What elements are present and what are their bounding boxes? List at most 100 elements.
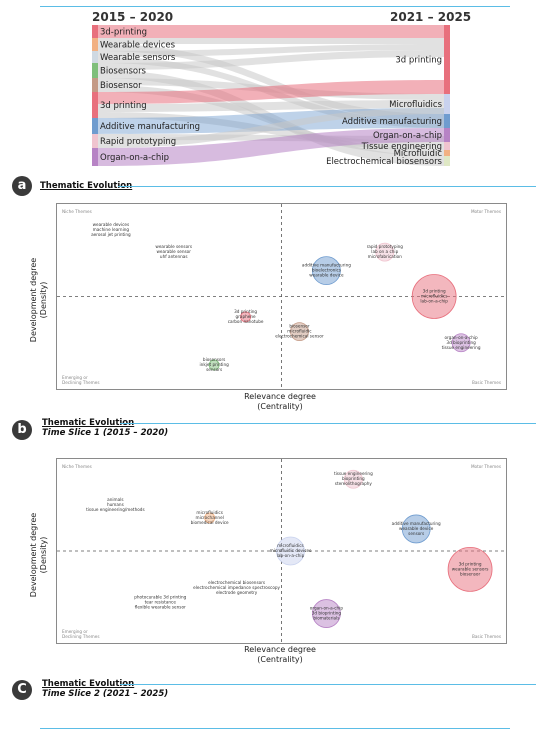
cluster-bubble — [276, 536, 305, 566]
cluster-label: sensors — [206, 367, 222, 372]
quadrant-emerging-line2: Declining Themes — [62, 380, 100, 385]
cluster-bubble — [290, 322, 309, 342]
x-axis-title-1: Relevance degree (Centrality) — [210, 392, 350, 412]
cluster-label: tear resistance — [145, 600, 177, 605]
cluster-label: 3d bioprinting — [312, 611, 342, 616]
cluster-label: flexible wearable sensor — [135, 605, 186, 610]
cluster-label: tissue engineering — [442, 345, 481, 350]
sankey-left-node — [92, 78, 98, 92]
panel-label-c: C — [12, 680, 32, 700]
quadrant-niche: Niche Themes — [62, 209, 92, 214]
bottom-divider — [40, 728, 510, 729]
cluster-label: 3d printing — [234, 309, 257, 314]
cluster-label: lab on a chip — [371, 249, 398, 254]
cluster-label: microchannel — [196, 515, 224, 520]
caption-b-title: Thematic Evolution — [42, 418, 135, 428]
sankey-right-node — [444, 25, 450, 94]
sankey-flow — [98, 50, 444, 70]
cluster-label: lab-on-a-chip — [277, 553, 305, 558]
caption-a: Thematic Evolution — [40, 181, 132, 191]
cluster-label: electrochemical sensor — [275, 334, 324, 339]
divider-b — [120, 423, 536, 424]
panel-label-b: b — [12, 420, 32, 440]
cluster-bubble — [311, 256, 341, 285]
quadrant-emerging-2: Emerging or Declining Themes — [62, 629, 100, 639]
cluster-label: wearable device — [399, 526, 434, 531]
cluster-label: photocurable 3d printing — [134, 595, 186, 600]
caption-b-subtitle: Time Slice 1 (2015 – 2020) — [42, 428, 169, 438]
divider-c — [120, 684, 536, 685]
cluster-label: biomedical device — [191, 520, 229, 525]
y-axis-title-1-line2: (Density) — [39, 281, 48, 319]
cluster-label: organ-on-a-chip — [310, 606, 344, 611]
sankey-right-node — [444, 114, 450, 128]
sankey-left-label: Rapid prototyping — [100, 137, 176, 147]
cluster-label: wearable sensors — [155, 244, 192, 249]
sankey-flow — [98, 80, 444, 104]
cluster-label: 3d printing — [423, 289, 446, 294]
caption-a-title: Thematic Evolution — [40, 181, 133, 191]
cluster-label: microfluidics — [277, 543, 304, 548]
sankey-right-label: Microfluidics — [389, 100, 442, 110]
cluster-label: microfluidics — [421, 294, 448, 299]
cluster-label: additive manufacturing — [392, 521, 441, 526]
cluster-label: microfabrication — [368, 254, 403, 259]
cluster-bubble — [447, 547, 493, 592]
cluster-label: biosensors — [203, 357, 225, 362]
sankey-left-label: 3d-printing — [100, 28, 147, 38]
quadrant-niche-2: Niche Themes — [62, 464, 92, 469]
sankey-left-node — [92, 148, 98, 166]
cluster-label: 3d bioprinting — [446, 340, 476, 345]
sankey-left-label: Wearable sensors — [100, 53, 176, 63]
y-axis-title-2-line1: Development degree — [29, 512, 38, 598]
cluster-label: graphene — [236, 314, 256, 319]
sankey-left-node — [92, 38, 98, 51]
sankey-left-label: Additive manufacturing — [100, 122, 200, 132]
sankey-left-header: 2015 – 2020 — [92, 10, 174, 24]
cluster-label: microfluidic devices — [270, 548, 312, 553]
cluster-label: carbon nanotube — [228, 319, 264, 324]
cluster-label: bioelectronics — [312, 268, 341, 273]
sankey-diagram: 3d-printing Wearable devices Wearable sens… — [92, 25, 450, 167]
quadrant-emerging-line1: Emerging or — [62, 375, 88, 380]
cluster-label: machine learning — [93, 227, 130, 232]
cluster-label: animals — [107, 497, 123, 502]
sankey-left-node — [92, 25, 98, 38]
cluster-bubble — [343, 469, 363, 489]
x-axis-title-1-line1: Relevance degree — [244, 392, 316, 401]
sankey-right-node — [444, 150, 450, 156]
caption-c: Thematic Evolution Time Slice 2 (2021 – … — [42, 679, 168, 699]
sankey-right-node — [444, 156, 450, 166]
cluster-label: microfluidic — [287, 329, 312, 334]
cluster-label: humans — [107, 502, 124, 507]
cluster-label: wearable device — [309, 273, 344, 278]
y-axis-title-1-line1: Development degree — [29, 257, 38, 343]
cluster-label: lab-on-a-chip — [420, 299, 448, 304]
sankey-left-node — [92, 92, 98, 118]
sankey-right-node — [444, 128, 450, 142]
cluster-label: wearable sensors — [452, 566, 489, 571]
quadrant-emerging-2-line2: Declining Themes — [62, 634, 100, 639]
cluster-label: rapid prototyping — [367, 244, 404, 249]
caption-c-subtitle: Time Slice 2 (2021 – 2025) — [42, 689, 169, 699]
sankey-right-node — [444, 142, 450, 150]
sankey-right-label: Additive manufacturing — [342, 117, 442, 127]
quadrant-emerging-2-line1: Emerging or — [62, 629, 88, 634]
cluster-label: stereolithography — [335, 481, 373, 486]
sankey-right-label: Tissue engineering — [361, 142, 442, 152]
sankey-right-label: 3d printing — [395, 56, 442, 66]
x-axis-title-2-line1: Relevance degree — [244, 645, 316, 654]
x-axis-title-2: Relevance degree (Centrality) — [210, 645, 350, 665]
cluster-bubble — [208, 359, 220, 371]
panel-label-a: a — [12, 176, 32, 196]
caption-c-title: Thematic Evolution — [42, 679, 135, 689]
cluster-label: uhf antennas — [160, 254, 188, 259]
cluster-label: organ-on-a-chip — [444, 335, 478, 340]
cluster-label: inkjet printing — [200, 362, 230, 367]
sankey-flow — [98, 85, 444, 156]
cluster-bubble — [240, 311, 251, 323]
cluster-label: tissue engineering/methods — [86, 507, 145, 512]
sankey-flow — [98, 38, 444, 44]
